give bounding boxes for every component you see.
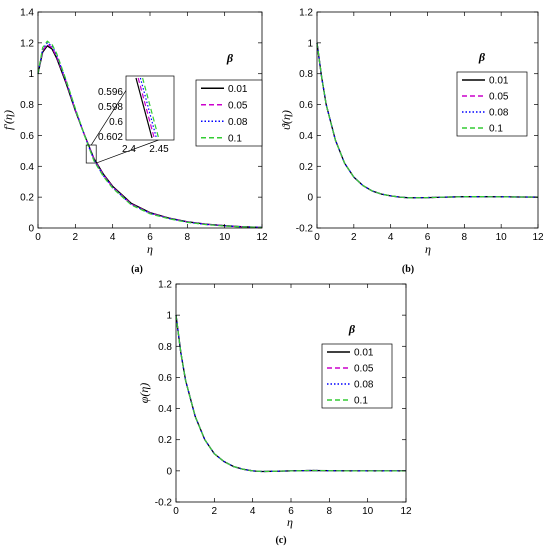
chart-panel-1: 0 2 4 6 8 10 12 0 0.2 0.4 0.6 0.8 1 1.2 1.4 η f′(η) (a) β 0… bbox=[1, 8, 268, 276]
x-tick-label: 8 bbox=[185, 232, 191, 243]
panel-label: (b) bbox=[402, 264, 414, 275]
legend-entry: 0.08 bbox=[489, 108, 509, 119]
legend-entry: 0.01 bbox=[354, 348, 374, 359]
inset-y-tick-label: 0.6 bbox=[109, 117, 123, 128]
y-tick-label: 0 bbox=[307, 193, 313, 204]
inset-series-line bbox=[142, 77, 160, 139]
y-tick-label: 0.6 bbox=[20, 131, 34, 142]
x-tick-label: 6 bbox=[288, 506, 294, 517]
x-tick-label: 12 bbox=[400, 506, 412, 517]
legend-title: β bbox=[348, 322, 356, 336]
x-tick-label: 8 bbox=[327, 506, 333, 517]
series-line-4 bbox=[175, 315, 406, 473]
y-tick-label: 0.6 bbox=[299, 100, 313, 111]
x-tick-label: 0 bbox=[173, 506, 179, 517]
x-tick-label: 10 bbox=[219, 232, 231, 243]
x-tick-label: 6 bbox=[147, 232, 153, 243]
legend-entry: 0.05 bbox=[489, 92, 509, 103]
x-tick-label: 0 bbox=[314, 232, 320, 243]
y-tick-label: 0.4 bbox=[158, 404, 172, 415]
x-tick-label: 4 bbox=[250, 506, 256, 517]
inset-y-tick-label: 0.602 bbox=[98, 132, 123, 143]
y-tick-label: 0.8 bbox=[20, 100, 34, 111]
legend-entry: 0.01 bbox=[228, 84, 248, 95]
panel-label: (c) bbox=[275, 535, 286, 546]
legend-title: β bbox=[226, 51, 234, 65]
series-line-4 bbox=[316, 42, 539, 199]
y-tick-label: 0 bbox=[166, 466, 172, 477]
y-tick-label: 1.2 bbox=[20, 38, 34, 49]
legend-entry: 0.1 bbox=[489, 124, 503, 135]
panel-label: (a) bbox=[131, 264, 143, 275]
x-tick-label: 2 bbox=[73, 232, 79, 243]
series-line-2 bbox=[37, 43, 263, 229]
y-tick-label: -0.2 bbox=[296, 224, 314, 235]
x-tick-label: 12 bbox=[256, 232, 268, 243]
y-axis-label: φ(η) bbox=[137, 383, 151, 404]
legend-entry: 0.05 bbox=[228, 100, 248, 111]
chart-panel-3: 0 2 4 6 8 10 12-0.200.20.40.60.811.2ηφ(η)(c)β0… bbox=[137, 280, 412, 547]
y-tick-label: 0.2 bbox=[20, 193, 34, 204]
x-axis-label: η bbox=[147, 242, 153, 256]
x-axis-label: η bbox=[425, 242, 431, 256]
legend-box bbox=[321, 343, 393, 409]
y-tick-label: 0.4 bbox=[299, 131, 313, 142]
inset-series-line bbox=[135, 77, 153, 139]
y-tick-label: 1.4 bbox=[20, 8, 34, 19]
x-tick-label: 2 bbox=[351, 232, 357, 243]
inset-series-line bbox=[137, 77, 155, 139]
x-tick-label: 10 bbox=[496, 232, 508, 243]
inset-y-tick-label: 0.598 bbox=[98, 102, 123, 113]
y-tick-label: 1 bbox=[28, 69, 34, 80]
y-axis-label: f′(η) bbox=[1, 110, 15, 130]
inset-x-tick-label: 2.4 bbox=[122, 144, 136, 155]
y-axis-label: ϑ(η) bbox=[279, 110, 293, 130]
inset-x-tick-label: 2.45 bbox=[149, 144, 169, 155]
inset-y-tick-label: 0.596 bbox=[98, 87, 123, 98]
x-axis-label: η bbox=[287, 515, 293, 529]
y-tick-label: 0.8 bbox=[299, 69, 313, 80]
legend-entry: 0.01 bbox=[489, 76, 509, 87]
y-tick-label: 1.2 bbox=[158, 280, 172, 291]
x-tick-label: 0 bbox=[35, 232, 41, 243]
y-tick-label: 1.2 bbox=[299, 8, 313, 19]
y-tick-label: 0 bbox=[28, 224, 34, 235]
legend-entry: 0.05 bbox=[354, 364, 374, 375]
series-line-4 bbox=[37, 40, 263, 229]
legend-entry: 0.08 bbox=[354, 380, 374, 391]
x-tick-label: 8 bbox=[462, 232, 468, 243]
x-tick-label: 4 bbox=[110, 232, 116, 243]
y-tick-label: 0.4 bbox=[20, 162, 34, 173]
legend-entry: 0.1 bbox=[228, 133, 242, 144]
y-tick-label: 0.8 bbox=[158, 342, 172, 353]
y-tick-label: 0.6 bbox=[158, 373, 172, 384]
chart-panel-2: 0 2 4 6 8 10 12-0.200.20.40.60.811.2ηϑ(η)(b)β0… bbox=[279, 8, 544, 276]
zoom-connector bbox=[96, 137, 165, 164]
y-tick-label: 0.2 bbox=[299, 162, 313, 173]
x-tick-label: 6 bbox=[425, 232, 431, 243]
legend-box bbox=[195, 79, 263, 147]
legend-title: β bbox=[478, 50, 486, 64]
x-tick-label: 2 bbox=[212, 506, 218, 517]
y-tick-label: -0.2 bbox=[155, 498, 173, 509]
y-tick-label: 1 bbox=[307, 38, 313, 49]
y-tick-label: 0.2 bbox=[158, 435, 172, 446]
x-tick-label: 4 bbox=[388, 232, 394, 243]
legend-entry: 0.08 bbox=[228, 117, 248, 128]
x-tick-label: 10 bbox=[362, 506, 374, 517]
x-tick-label: 12 bbox=[532, 232, 544, 243]
y-tick-label: 1 bbox=[166, 311, 172, 322]
legend-box bbox=[456, 71, 528, 137]
legend-entry: 0.1 bbox=[354, 396, 368, 407]
